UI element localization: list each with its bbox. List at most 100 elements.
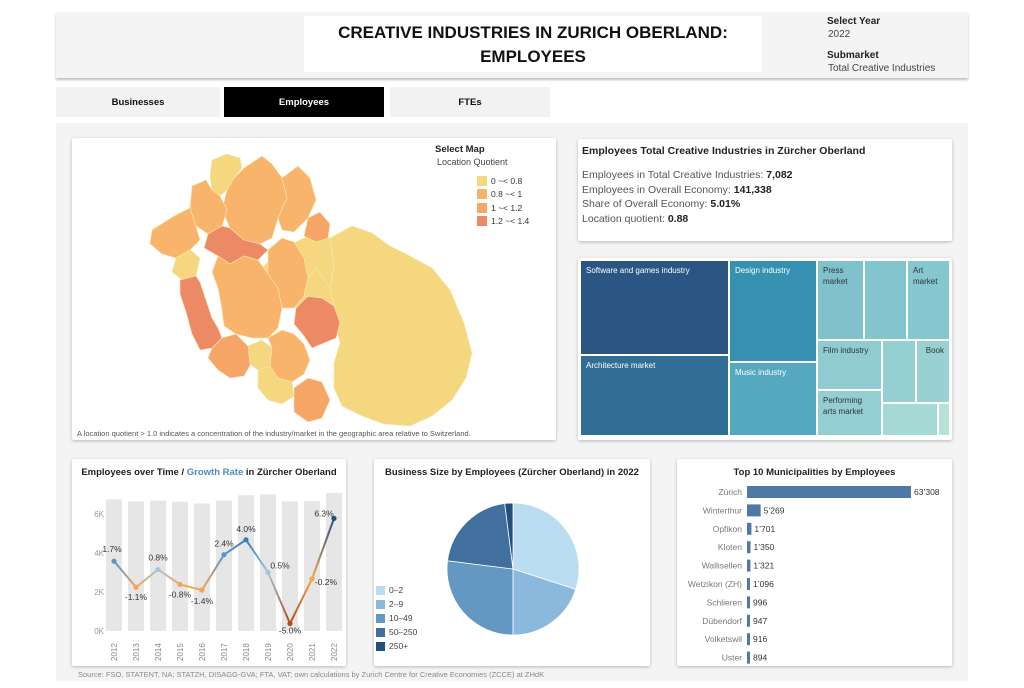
choropleth-map[interactable] [72,138,556,428]
tab-ftes[interactable]: FTEs [390,87,550,117]
employee-bar[interactable] [172,501,188,631]
pie-slice[interactable] [512,568,577,636]
map-region[interactable] [211,255,283,339]
employee-bar[interactable] [150,500,166,631]
map-region[interactable] [303,211,331,243]
growth-line-segment [223,538,247,556]
municipality-bar-chart[interactable]: Zürich 63’308 Winterthur 5’269 Opfikon 1’701 K… [677,459,952,666]
pie-slice[interactable] [446,560,514,636]
page-title: CREATIVE INDUSTRIES IN ZURICH OBERLAND: … [304,16,762,72]
employees-chart[interactable]: 0K 2K 4K 6K 2012 2013 2014 2015 2016 2017 2018 2019… [72,459,346,666]
map-region[interactable] [267,329,311,383]
map-region[interactable] [277,165,317,233]
submarket-filter[interactable]: Submarket Total Creative Industries [827,50,962,74]
employee-bar[interactable] [282,501,298,631]
treemap-cell[interactable] [864,260,907,340]
pie-legend-item[interactable]: 250+ [376,639,417,653]
municipality-bar[interactable] [747,522,752,535]
pie-slice[interactable] [512,502,580,590]
treemap-label: Architecture market [586,361,656,370]
pie-legend-item[interactable]: 2–9 [376,597,417,611]
employee-bar[interactable] [194,503,210,631]
growth-label: 1.7% [102,544,122,554]
municipality-bar[interactable] [747,614,750,627]
treemap-cell[interactable]: Performing arts market [817,390,882,436]
year-filter[interactable]: Select Year 2022 [827,16,962,40]
map-region[interactable] [203,225,269,265]
treemap[interactable]: Software and games industry Architecture… [580,260,950,436]
treemap-cell[interactable]: Music industry [729,362,817,436]
municipality-bar[interactable] [747,486,911,498]
pie-chart[interactable] [374,459,650,666]
growth-line-segment [289,578,313,624]
employee-bar[interactable] [216,500,232,631]
legend-item[interactable]: 1 ~< 1.2 [477,201,529,215]
year-filter-value[interactable]: 2022 [828,29,851,40]
kpi-row: Location quotient: 0.88 [582,212,948,227]
growth-point[interactable] [309,576,315,582]
legend-item[interactable]: 0.8 ~< 1 [477,188,529,202]
treemap-cell[interactable] [882,403,938,436]
pie-legend-item[interactable]: 10–49 [376,611,417,625]
map-region[interactable] [329,225,473,427]
map-region[interactable] [247,339,273,371]
map-region[interactable] [293,377,331,423]
value-label: 947 [753,616,767,626]
kpi-label: Share of Overall Economy: [582,198,711,210]
growth-point[interactable] [287,620,293,627]
employee-bar[interactable] [128,501,144,631]
growth-point[interactable] [265,569,271,575]
treemap-cell[interactable] [938,403,950,436]
treemap-cell[interactable]: Architecture market [580,355,729,436]
tab-businesses[interactable]: Businesses [56,87,220,117]
growth-point[interactable] [177,581,183,588]
map-region[interactable] [207,333,253,379]
treemap-cell[interactable]: Film industry [817,340,882,390]
treemap-cell[interactable]: Software and games industry [580,260,729,355]
map-region[interactable] [303,267,335,307]
growth-point[interactable] [221,552,227,558]
submarket-filter-value[interactable]: Total Creative Industries [828,63,936,74]
treemap-cell[interactable]: Book [916,340,950,403]
treemap-cell[interactable]: Design industry [729,260,817,362]
tab-label: Businesses [111,96,165,108]
map-region[interactable] [149,207,201,259]
municipality-bar[interactable] [747,559,751,572]
pie-slice[interactable] [504,502,514,570]
municipality-bar[interactable] [747,633,750,646]
treemap-cell[interactable] [882,340,916,403]
municipality-bar[interactable] [747,504,761,517]
growth-point[interactable] [199,587,205,593]
growth-point[interactable] [243,537,249,543]
treemap-cell[interactable]: Art market [907,260,950,340]
x-tick-label: 2022 [330,643,339,661]
x-tick-label: 2018 [242,643,251,661]
legend-item[interactable]: 1.2 ~< 1.4 [477,215,529,229]
tab-employees[interactable]: Employees [224,87,384,117]
municipality-bar[interactable] [747,578,750,590]
legend-swatch [477,175,487,186]
legend-item[interactable]: 0 ~< 0.8 [477,174,529,188]
kpi-row: Share of Overall Economy: 5.01% [582,197,948,212]
x-tick-label: 2012 [110,643,119,661]
treemap-cell[interactable]: Press market [817,260,864,340]
municipality-bar[interactable] [747,651,750,664]
treemap-label: Film industry [823,346,869,355]
employee-bar[interactable] [260,494,276,632]
employee-bar[interactable] [304,501,320,631]
pie-legend-item[interactable]: 50–250 [376,625,417,639]
kpi-label: Employees in Total Creative Industries: [582,169,764,181]
growth-point[interactable] [111,558,117,564]
growth-point[interactable] [331,515,337,522]
municipality-bar[interactable] [747,596,750,609]
municipality-label: Wetzikon (ZH) [688,579,742,589]
growth-point[interactable] [155,566,161,573]
pie-slice[interactable] [447,503,514,570]
pie-legend-item[interactable]: 0–2 [376,583,417,597]
x-tick-label: 2016 [198,643,207,661]
employee-bar[interactable] [238,495,254,631]
growth-point[interactable] [133,584,139,590]
employee-bar[interactable] [106,499,122,631]
treemap-label: Performing arts market [823,396,864,416]
municipality-bar[interactable] [747,541,751,554]
